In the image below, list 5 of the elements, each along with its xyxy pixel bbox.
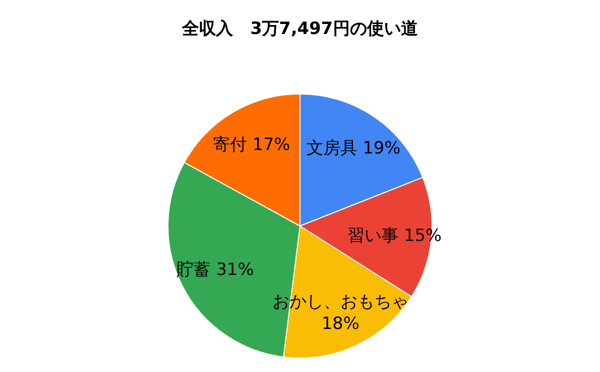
data-label: 18% — [322, 314, 360, 334]
chart-title: 全収入 3万7,497円の使い道 — [181, 19, 418, 39]
slice-label: 寄付 17% — [213, 135, 290, 156]
slice-label: 文房具 19% — [306, 138, 401, 158]
slice-label: 貯蓄 31% — [176, 260, 254, 280]
